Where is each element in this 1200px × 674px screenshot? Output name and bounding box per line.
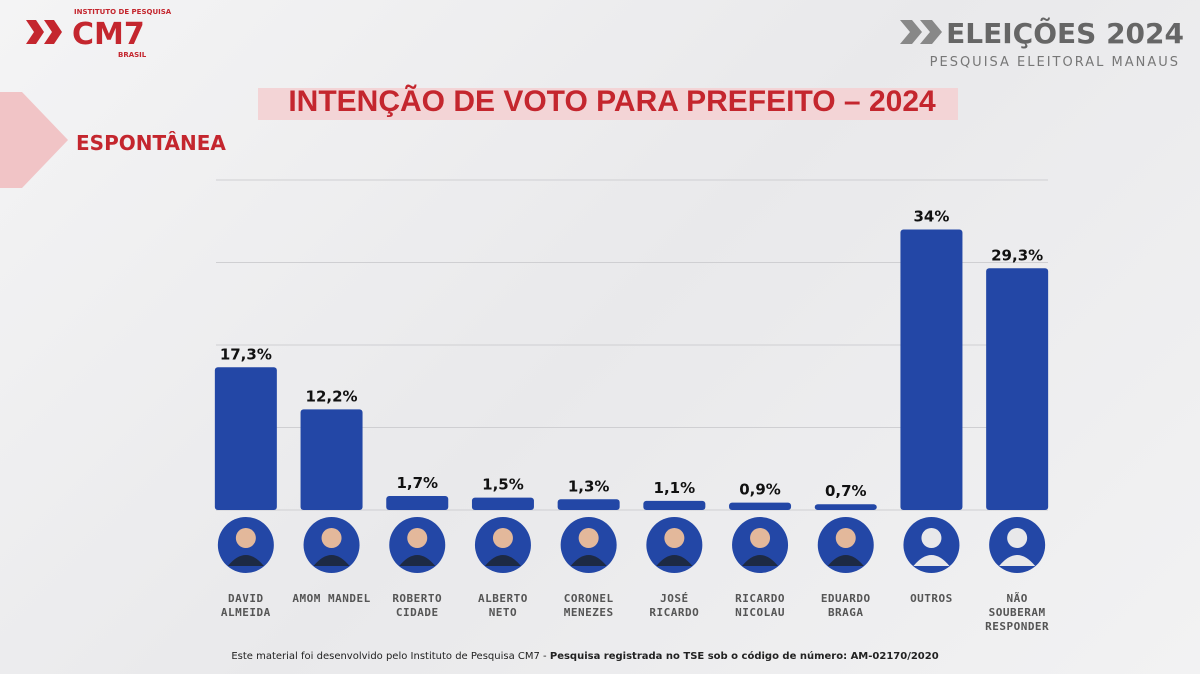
bar xyxy=(643,500,706,510)
avatar-head xyxy=(492,528,513,548)
event-title: ELEIÇÕES 2024 xyxy=(946,16,1184,50)
avatar-head xyxy=(921,528,942,548)
chart-title: INTENÇÃO DE VOTO PARA PREFEITO – 2024 xyxy=(288,84,936,118)
avatar-head xyxy=(835,528,856,548)
bar xyxy=(300,409,363,510)
bar xyxy=(214,367,277,510)
avatar-head xyxy=(321,528,342,548)
x-tick-label: DAVID ALMEIDA xyxy=(220,592,271,619)
x-tick-label: JOSÉ RICARDO xyxy=(649,592,700,619)
value-label: 1,3% xyxy=(568,477,610,495)
avatar-body xyxy=(313,555,350,566)
avatar-body xyxy=(913,555,950,566)
brand: CM7 xyxy=(72,17,145,52)
avatar-body xyxy=(227,555,264,566)
value-label: 0,9% xyxy=(739,481,781,499)
bar xyxy=(814,504,877,510)
brand-top: INSTITUTO DE PESQUISA xyxy=(74,8,172,16)
value-label: 17,3% xyxy=(220,345,272,363)
bar xyxy=(729,502,792,510)
avatar-body xyxy=(827,555,864,566)
logo-chevron xyxy=(26,20,44,44)
x-tick-label: NÃO SOUBERAM RESPONDER xyxy=(985,592,1050,633)
x-tick-label: OUTROS xyxy=(910,592,953,605)
chart-subtitle: ESPONTÂNEA xyxy=(76,131,226,155)
x-tick-label: CORONEL MENEZES xyxy=(563,592,614,619)
footer-bold: Pesquisa registrada no TSE sob o código … xyxy=(550,650,939,662)
value-label: 1,1% xyxy=(654,479,696,497)
value-label: 34% xyxy=(913,208,949,226)
value-label: 1,7% xyxy=(396,474,438,492)
avatar-body xyxy=(999,555,1036,566)
footer: Este material foi desenvolvido pelo Inst… xyxy=(231,650,938,662)
avatar-head xyxy=(578,528,599,548)
x-tick-label: ROBERTO CIDADE xyxy=(392,592,443,619)
x-tick-label: RICARDO NICOLAU xyxy=(735,592,785,619)
logo-chevron xyxy=(44,20,62,44)
avatar-head xyxy=(750,528,771,548)
avatar-head xyxy=(1007,528,1028,548)
avatar-body xyxy=(399,555,436,566)
x-tick-label: AMOM MANDEL xyxy=(292,592,371,605)
value-label: 0,7% xyxy=(825,482,867,500)
avatar-body xyxy=(656,555,693,566)
bar xyxy=(986,268,1049,510)
avatar-head xyxy=(664,528,685,548)
value-label: 12,2% xyxy=(306,387,358,405)
bar xyxy=(557,499,620,510)
avatar-head xyxy=(235,528,256,548)
avatar-body xyxy=(484,555,521,566)
footer-text: Este material foi desenvolvido pelo Inst… xyxy=(231,651,547,662)
bar xyxy=(471,497,534,510)
value-label: 29,3% xyxy=(991,246,1043,264)
title-band xyxy=(258,88,958,120)
x-tick-label: EDUARDO BRAGA xyxy=(820,592,871,619)
bar xyxy=(900,229,963,510)
bar xyxy=(386,495,449,510)
event-chevron xyxy=(920,20,942,44)
event-chevron xyxy=(900,20,922,44)
event-subtitle: PESQUISA ELEITORAL MANAUS xyxy=(930,55,1180,70)
x-tick-label: ALBERTO NETO xyxy=(478,592,528,619)
avatar-head xyxy=(407,528,428,548)
deco-arrow xyxy=(0,92,68,188)
avatar-body xyxy=(742,555,779,566)
avatar-body xyxy=(570,555,607,566)
value-label: 1,5% xyxy=(482,476,524,494)
brand-bottom: BRASIL xyxy=(118,51,147,59)
